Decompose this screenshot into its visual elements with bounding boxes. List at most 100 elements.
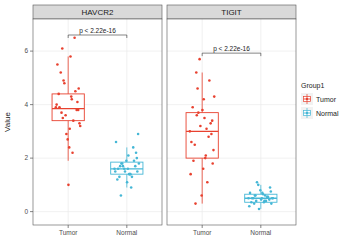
- point: [212, 149, 215, 152]
- point: [254, 194, 257, 197]
- tick-label: 6: [24, 47, 28, 54]
- point: [211, 119, 214, 122]
- point: [135, 151, 138, 154]
- point: [73, 36, 76, 39]
- annotation: p < 2.22e-16: [213, 45, 250, 53]
- grid-line: [167, 211, 296, 212]
- point: [69, 55, 72, 58]
- legend: Group1 Tumor Normal: [301, 82, 339, 119]
- point: [248, 205, 251, 208]
- point: [190, 141, 193, 144]
- point: [119, 165, 122, 168]
- point: [204, 154, 207, 157]
- point: [126, 181, 129, 184]
- point: [198, 58, 201, 61]
- point: [71, 151, 74, 154]
- point: [197, 111, 200, 114]
- panel-title: TIGIT: [221, 8, 242, 17]
- point: [122, 165, 125, 168]
- box: [111, 162, 143, 174]
- point: [60, 111, 63, 114]
- point: [201, 109, 204, 112]
- grid-line: [33, 158, 162, 159]
- whisker: [68, 121, 69, 161]
- point: [189, 173, 192, 176]
- point: [66, 138, 69, 141]
- point: [269, 186, 272, 189]
- box: [52, 94, 84, 121]
- strip: [167, 5, 296, 19]
- tick-mark: [260, 225, 261, 228]
- point: [211, 162, 214, 165]
- tick-mark: [126, 225, 127, 228]
- panel-frame: [33, 19, 162, 225]
- point: [63, 82, 66, 85]
- legend-key-median: [304, 113, 311, 114]
- point: [72, 119, 75, 122]
- tick-label: Tumor: [59, 229, 78, 236]
- whisker: [260, 202, 261, 209]
- point: [262, 193, 265, 196]
- point: [193, 143, 196, 146]
- point: [207, 135, 210, 138]
- point: [68, 127, 71, 130]
- point: [79, 125, 82, 128]
- point: [257, 184, 260, 187]
- point: [133, 159, 136, 162]
- legend-label: Normal: [316, 110, 339, 117]
- tick-mark: [202, 225, 203, 228]
- point: [55, 103, 58, 106]
- point: [209, 122, 212, 125]
- point: [62, 79, 65, 82]
- point: [77, 87, 80, 90]
- grid-line: [167, 104, 296, 105]
- point: [132, 146, 135, 149]
- tick-mark: [30, 51, 33, 52]
- point: [131, 176, 134, 179]
- tick-mark: [68, 225, 69, 228]
- panel-title: HAVCR2: [82, 8, 114, 17]
- point: [136, 170, 139, 173]
- point: [137, 133, 140, 136]
- legend-key-point: [306, 112, 308, 114]
- median: [245, 198, 277, 199]
- median: [186, 131, 218, 132]
- point: [74, 90, 77, 93]
- marks: [52, 36, 143, 196]
- point: [116, 178, 119, 181]
- tick-label: Normal: [116, 229, 138, 236]
- point: [270, 202, 273, 205]
- point: [124, 170, 127, 173]
- legend-key-whisker: [307, 94, 308, 104]
- panel: HAVCR20246TumorNormalp < 2.22e-16: [24, 5, 162, 236]
- legend-label: Tumor: [316, 96, 337, 103]
- point: [128, 173, 131, 176]
- tick-mark: [30, 211, 33, 212]
- point: [125, 159, 128, 162]
- median: [111, 168, 143, 169]
- tick-label: Tumor: [193, 229, 212, 236]
- point: [210, 133, 213, 136]
- point: [255, 200, 258, 203]
- median: [52, 108, 84, 109]
- tick-label: 4: [24, 101, 28, 108]
- point: [121, 162, 124, 165]
- point: [67, 184, 70, 187]
- point: [270, 190, 273, 193]
- legend-title: Group1: [301, 82, 324, 90]
- marks: [186, 58, 277, 210]
- legend-key: [301, 93, 313, 105]
- point: [204, 157, 207, 160]
- point: [70, 95, 73, 98]
- chart: ValueHAVCR20246TumorNormalp < 2.22e-16TI…: [0, 0, 350, 248]
- tick-label: Normal: [250, 229, 272, 236]
- point: [134, 165, 137, 168]
- point: [61, 117, 64, 120]
- grid-line: [33, 51, 162, 52]
- point: [203, 117, 206, 120]
- grid-line: [33, 211, 162, 212]
- point: [202, 98, 205, 101]
- point: [256, 181, 259, 184]
- point: [129, 173, 132, 176]
- whisker: [68, 56, 69, 93]
